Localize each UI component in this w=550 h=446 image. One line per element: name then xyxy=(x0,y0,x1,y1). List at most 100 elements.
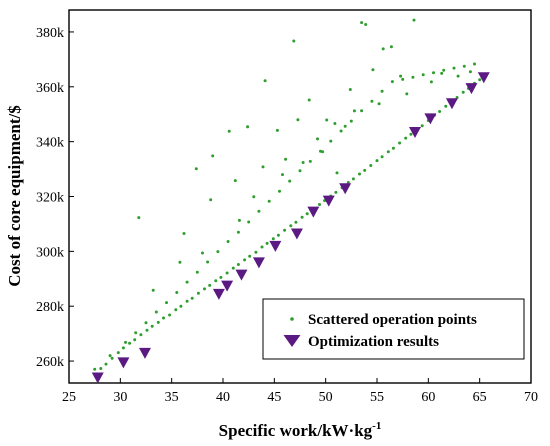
legend: Scattered operation points Optimization … xyxy=(262,298,525,360)
scatter-point xyxy=(391,146,395,150)
scatter-point xyxy=(247,220,251,224)
scatter-point xyxy=(300,215,304,219)
scatter-point xyxy=(292,39,296,43)
scatter-point xyxy=(265,241,269,245)
scatter-point xyxy=(473,62,476,66)
optimization-point xyxy=(290,228,303,240)
scatter-point xyxy=(165,301,168,305)
scatter-point xyxy=(243,258,247,262)
scatter-point xyxy=(93,367,97,371)
scatter-point xyxy=(349,119,353,123)
scatter-point xyxy=(307,98,311,102)
scatter-point xyxy=(442,68,446,72)
legend-dot-marker xyxy=(290,317,294,321)
scatter-point xyxy=(405,92,409,96)
scatter-point xyxy=(209,198,213,202)
x-axis-title: Specific work/kW·kg-1 xyxy=(219,420,382,440)
x-tick-label: 25 xyxy=(62,390,76,405)
y-tick-label: 380k xyxy=(36,26,64,41)
scatter-point xyxy=(185,299,189,303)
scatter-point xyxy=(137,216,141,220)
scatter-point xyxy=(334,190,338,194)
y-axis-title: Cost of core equipment/$ xyxy=(5,105,24,287)
optimization-point xyxy=(235,269,248,281)
scatter-point xyxy=(321,150,325,154)
scatter-point xyxy=(226,240,230,243)
scatter-point xyxy=(168,313,172,317)
scatter-point xyxy=(370,99,374,103)
scatter-point xyxy=(121,346,125,350)
scatter-point xyxy=(429,80,433,84)
scatter-point xyxy=(329,139,333,143)
scatter-point xyxy=(478,78,482,82)
scatter-point xyxy=(409,132,413,136)
scatter-point xyxy=(375,159,379,163)
scatter-point xyxy=(380,89,384,93)
optimization-point xyxy=(408,127,421,139)
optimization-point xyxy=(91,372,104,384)
scatter-point xyxy=(246,125,250,129)
scatter-point xyxy=(216,250,220,254)
scatter-point xyxy=(412,18,416,22)
scatter-point xyxy=(281,173,284,177)
scatter-point xyxy=(144,321,148,325)
scatter-point xyxy=(233,179,237,183)
scatter-point xyxy=(333,122,337,125)
optimization-point xyxy=(465,83,478,95)
scatter-point xyxy=(440,71,444,75)
scatter-point xyxy=(456,74,460,78)
scatter-point xyxy=(276,233,280,237)
x-axis-title-sup: -1 xyxy=(372,420,381,432)
scatter-point xyxy=(294,220,298,224)
scatter-point xyxy=(318,203,321,206)
scatter-point xyxy=(104,362,108,366)
scatter-point xyxy=(227,129,231,133)
scatter-point xyxy=(348,88,352,91)
scatter-point xyxy=(154,310,158,314)
scatter-point xyxy=(390,80,394,84)
scatter-point xyxy=(468,70,472,74)
scatter-point xyxy=(438,110,442,113)
scatter-point xyxy=(116,351,120,355)
scatter-point xyxy=(260,245,264,249)
x-tick-label: 45 xyxy=(267,390,281,405)
scatter-point xyxy=(201,251,204,255)
scatter-point xyxy=(194,167,198,171)
scatter-point xyxy=(252,195,256,199)
x-tick-label: 30 xyxy=(113,390,127,405)
x-axis-ticks: 25 30 35 40 45 50 55 60 65 70 xyxy=(62,378,538,405)
scatter-point xyxy=(275,128,279,132)
scatter-point xyxy=(363,168,367,172)
scatter-point xyxy=(288,179,292,183)
legend-box xyxy=(262,298,525,360)
scatter-point xyxy=(360,21,364,25)
scatter-point xyxy=(380,155,384,159)
scatter-point xyxy=(124,340,127,344)
scatter-point xyxy=(219,275,223,279)
scatter-point xyxy=(156,320,160,324)
x-axis-title-main: Specific work/kW·kg xyxy=(219,421,373,440)
x-tick-label: 55 xyxy=(370,390,384,405)
x-tick-label: 65 xyxy=(473,390,487,405)
scatter-point xyxy=(461,90,465,94)
optimization-point xyxy=(252,257,265,269)
scatter-point xyxy=(432,71,435,75)
scatter-point xyxy=(298,169,302,173)
scatter-point xyxy=(325,118,329,122)
scatter-point xyxy=(179,304,183,308)
scatter-point xyxy=(308,159,312,163)
scatter-point xyxy=(283,228,287,232)
scatter-point xyxy=(389,45,393,49)
optimization-point xyxy=(322,195,335,207)
y-tick-label: 360k xyxy=(36,81,64,96)
optimization-point xyxy=(307,206,320,218)
scatter-point xyxy=(231,266,235,270)
scatter-point xyxy=(411,75,415,79)
x-tick-label: 70 xyxy=(524,390,538,405)
optimization-layer xyxy=(91,72,490,384)
scatter-point xyxy=(305,212,309,216)
scatter-point xyxy=(386,150,390,154)
scatter-point xyxy=(236,230,240,234)
scatter-point xyxy=(110,356,114,360)
scatter-point xyxy=(289,224,293,228)
